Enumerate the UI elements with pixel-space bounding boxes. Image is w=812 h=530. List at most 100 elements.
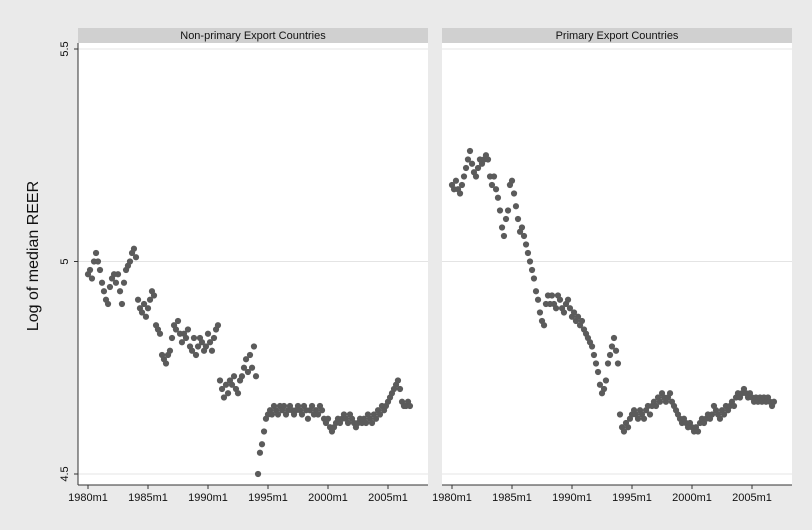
data-point xyxy=(464,156,472,163)
data-point xyxy=(634,415,642,422)
data-point xyxy=(604,360,612,367)
data-point xyxy=(248,364,256,371)
data-point xyxy=(556,296,564,303)
data-point xyxy=(178,339,186,346)
panel-left-title: Non-primary Export Countries xyxy=(180,30,326,42)
data-point xyxy=(588,343,596,350)
data-point xyxy=(394,377,402,384)
data-point xyxy=(142,313,150,320)
panel-right-points xyxy=(448,147,778,435)
panel-right-title: Primary Export Countries xyxy=(556,30,679,42)
x-tick-label: 2005m1 xyxy=(368,492,408,504)
data-point xyxy=(646,411,654,418)
x-tick-label: 1995m1 xyxy=(612,492,652,504)
data-point xyxy=(208,347,216,354)
data-point xyxy=(608,343,616,350)
data-point xyxy=(344,419,352,427)
data-point xyxy=(492,186,500,193)
data-point xyxy=(112,279,120,286)
data-point xyxy=(94,258,102,265)
data-point xyxy=(522,241,530,248)
data-point xyxy=(524,249,532,257)
data-point xyxy=(484,156,492,163)
data-point xyxy=(458,181,466,189)
data-point xyxy=(500,232,508,240)
y-axis-label: Log of median REER xyxy=(25,181,42,331)
data-point xyxy=(202,343,210,350)
data-point xyxy=(184,326,192,333)
panel-left-grid xyxy=(78,48,428,475)
data-point xyxy=(530,275,538,282)
data-point xyxy=(132,254,140,261)
data-point xyxy=(600,385,608,393)
data-point xyxy=(564,296,572,303)
data-point xyxy=(144,305,152,312)
data-point xyxy=(520,232,528,240)
data-point xyxy=(456,190,464,197)
x-tick-label: 1990m1 xyxy=(188,492,228,504)
data-point xyxy=(534,296,542,303)
data-point xyxy=(396,385,404,393)
data-point xyxy=(194,343,202,350)
x-tick-label: 1985m1 xyxy=(492,492,532,504)
data-point xyxy=(578,317,586,325)
data-point xyxy=(172,326,180,333)
data-point xyxy=(260,428,268,435)
data-point xyxy=(614,360,622,367)
data-point xyxy=(238,373,246,380)
data-point xyxy=(472,173,480,180)
data-point xyxy=(452,177,460,184)
data-point xyxy=(362,419,370,427)
x-tick-label: 2000m1 xyxy=(308,492,348,504)
data-point xyxy=(716,415,724,422)
data-point xyxy=(462,164,470,172)
data-point xyxy=(606,351,614,359)
data-point xyxy=(146,296,154,303)
data-point xyxy=(214,322,222,329)
panel-left-header xyxy=(78,28,428,43)
data-point xyxy=(88,275,96,282)
data-point xyxy=(488,181,496,189)
data-point xyxy=(560,309,568,316)
y-tick-label: 5.5 xyxy=(59,41,71,56)
data-point xyxy=(652,402,660,410)
y-tick-label: 4.5 xyxy=(59,466,71,481)
x-tick-label: 1990m1 xyxy=(552,492,592,504)
data-point xyxy=(602,377,610,384)
data-point xyxy=(730,402,738,410)
data-point xyxy=(130,245,138,252)
data-point xyxy=(92,249,100,257)
data-point xyxy=(120,279,128,286)
data-point xyxy=(126,258,134,265)
x-tick-label: 1985m1 xyxy=(128,492,168,504)
data-point xyxy=(118,300,126,308)
data-point xyxy=(198,339,206,346)
data-point xyxy=(532,288,540,295)
data-point xyxy=(548,292,556,299)
data-point xyxy=(720,411,728,418)
data-point xyxy=(474,164,482,172)
data-point xyxy=(324,415,332,422)
data-point xyxy=(156,330,164,337)
data-point xyxy=(280,402,288,410)
x-tick-label: 2000m1 xyxy=(672,492,712,504)
data-point xyxy=(466,147,474,155)
data-point xyxy=(242,356,250,363)
data-point xyxy=(512,203,520,210)
data-point xyxy=(694,428,702,435)
data-point xyxy=(372,415,380,422)
x-tick-label: 2005m1 xyxy=(732,492,772,504)
data-point xyxy=(640,415,648,422)
data-point xyxy=(574,313,582,320)
data-point xyxy=(162,360,170,367)
data-point xyxy=(590,351,598,359)
data-point xyxy=(526,258,534,265)
data-point xyxy=(206,339,214,346)
data-point xyxy=(708,411,716,418)
y-axis: 4.5 5 5.5 xyxy=(59,41,79,485)
data-point xyxy=(318,407,326,414)
data-point xyxy=(468,160,476,167)
panel-right: Primary Export Countries 1980m1 1985m1 199… xyxy=(432,28,792,504)
